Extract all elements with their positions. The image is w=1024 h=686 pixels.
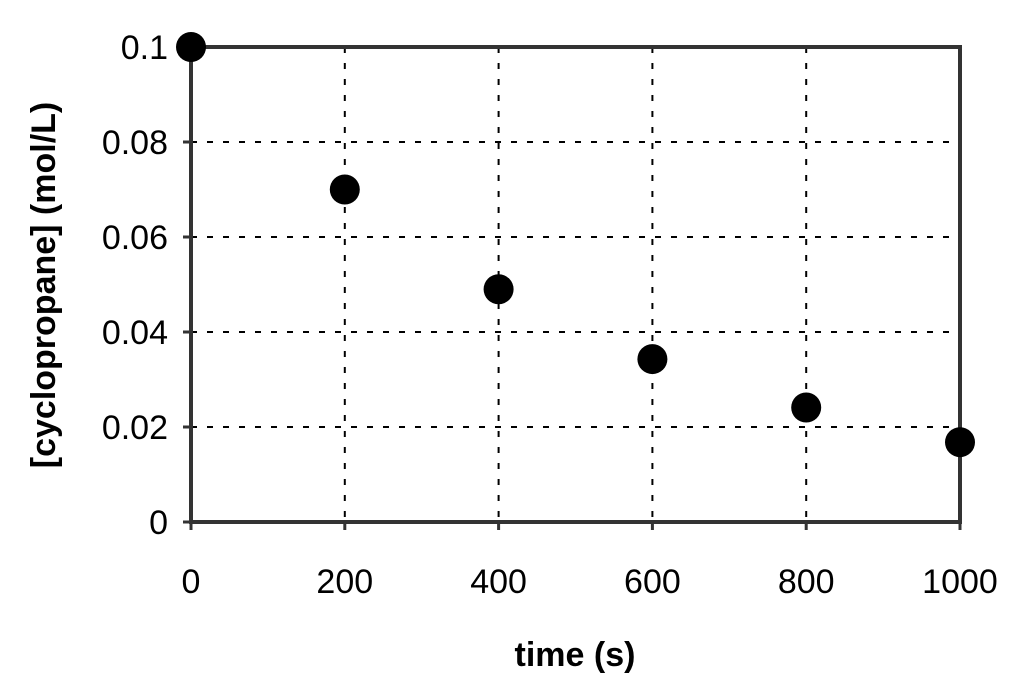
data-points [176,32,975,458]
x-tick-label: 600 [624,563,681,601]
plot-area-frame [189,45,962,524]
y-tick-label: 0.06 [102,219,168,257]
x-tick-label: 800 [778,563,835,601]
data-point [483,274,514,305]
data-point [329,174,360,205]
x-tick-label: 200 [316,563,373,601]
x-tick-label: 0 [182,563,201,601]
x-tick-label: 400 [470,563,527,601]
data-point [176,32,206,62]
y-tick-label: 0.02 [102,409,168,447]
x-axis-tick-labels: 0 200 400 600 800 1000 [182,563,998,601]
y-axis-tick-labels: 0 0.02 0.04 0.06 0.08 0.1 [102,29,168,542]
x-tick-label: 1000 [922,563,998,601]
y-axis-title: [cyclopropane] (mol/L) [25,102,63,468]
gridlines [191,47,960,522]
data-point [945,427,975,458]
y-tick-label: 0 [149,504,168,542]
y-tick-label: 0.08 [102,124,168,162]
axis-ticks [183,45,962,530]
y-tick-label: 0.1 [121,29,168,67]
data-point [637,344,668,375]
data-point [791,392,822,423]
x-axis-title: time (s) [515,636,636,674]
y-tick-label: 0.04 [102,314,168,352]
